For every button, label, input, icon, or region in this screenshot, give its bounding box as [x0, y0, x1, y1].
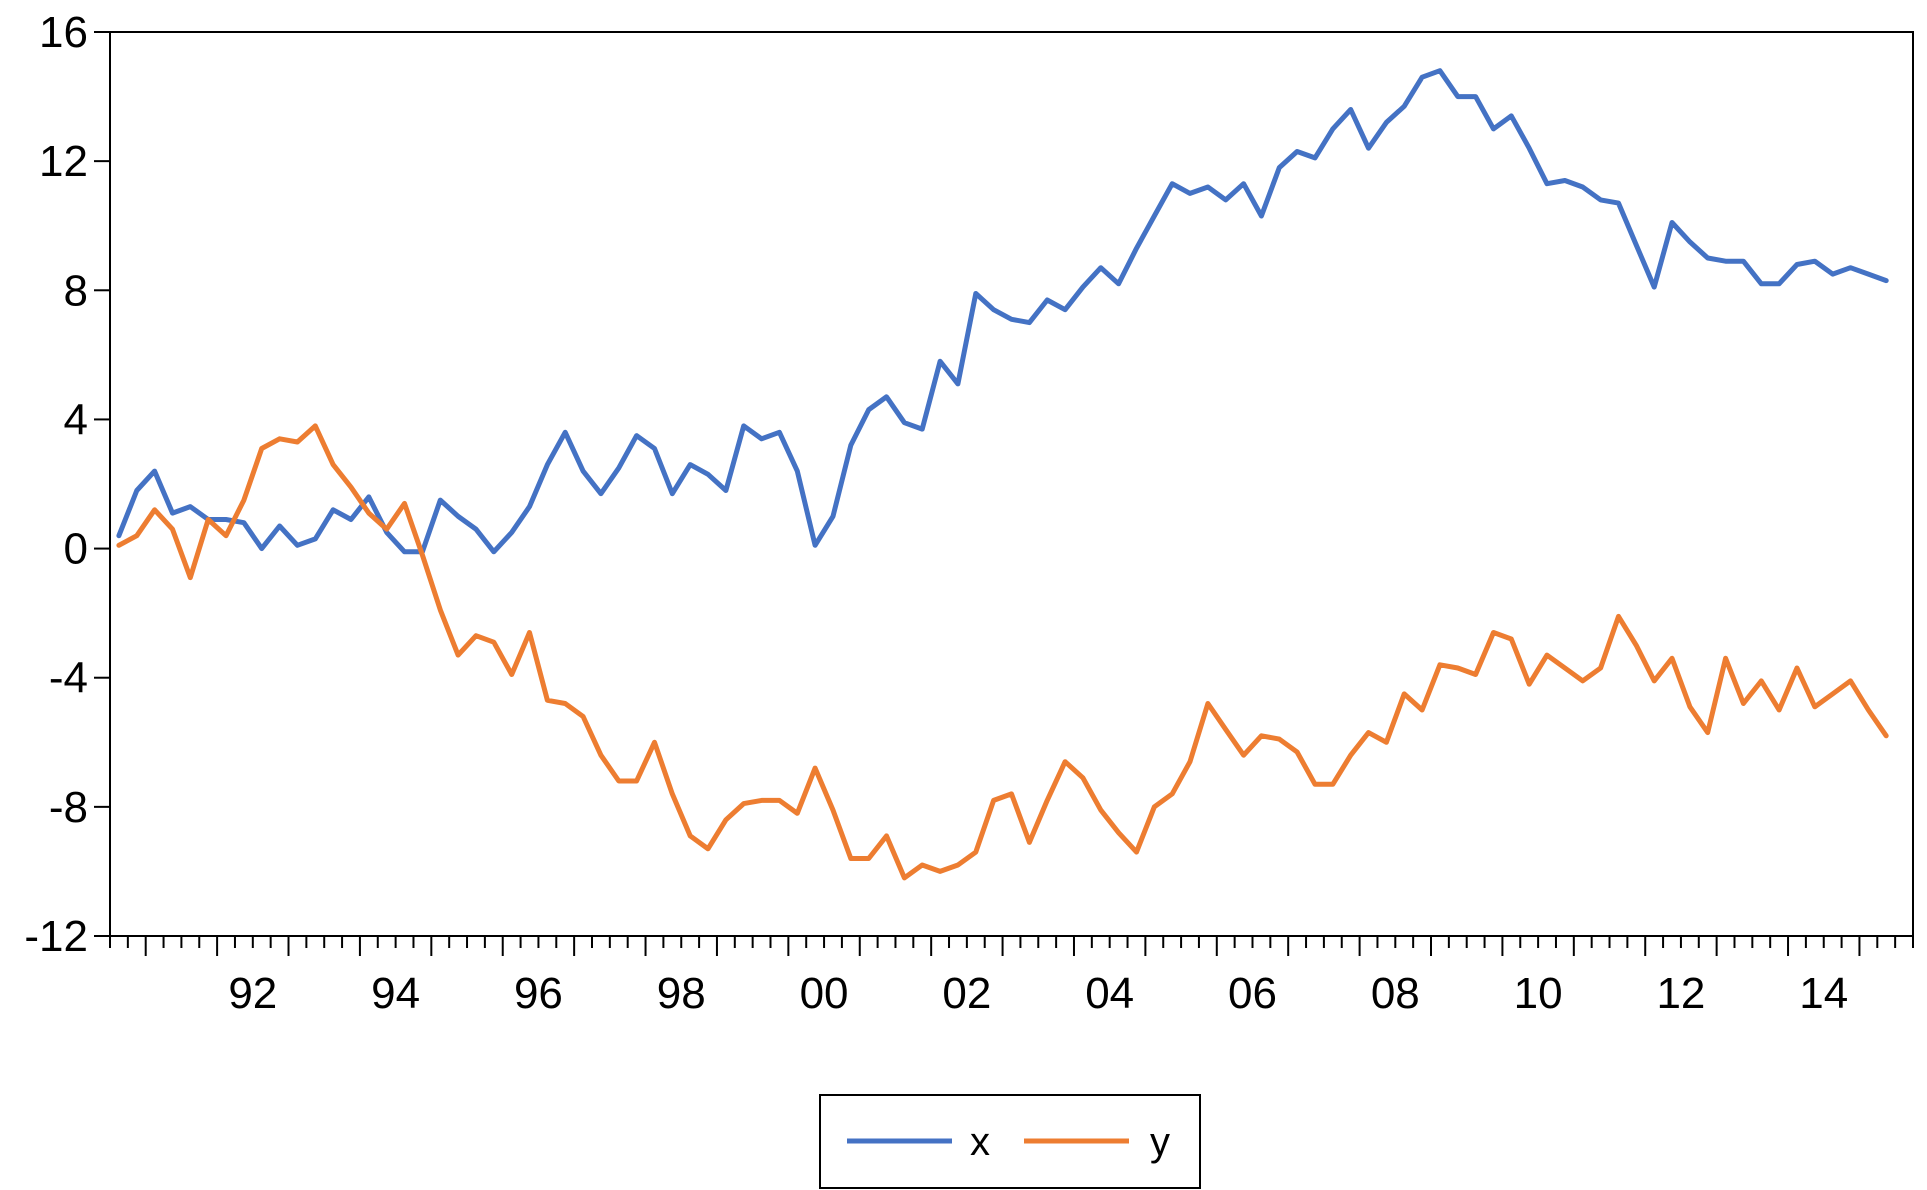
y-tick-label: 4: [64, 395, 88, 444]
legend: x y: [819, 1094, 1201, 1189]
x-tick-label: 06: [1228, 969, 1277, 1018]
x-tick-label: 14: [1799, 969, 1848, 1018]
series-layer: [116, 68, 1889, 881]
y-tick-label: -4: [49, 654, 88, 703]
legend-label-x: x: [970, 1120, 990, 1164]
x-tick-label: 94: [371, 969, 420, 1018]
y-axis: 16 12 8 4 0 -4 -8 -12: [24, 8, 110, 961]
series-line-y: [116, 423, 1889, 881]
x-tick-label: 92: [228, 969, 277, 1018]
x-tick-label: 10: [1514, 969, 1563, 1018]
x-axis: 92 94 96 98 00 02 04 06 08 10 12 14: [109, 936, 1914, 1018]
x-tick-label: 00: [800, 969, 849, 1018]
y-tick-label: 12: [39, 137, 88, 186]
y-tick-label: -8: [49, 783, 88, 832]
x-tick-label: 04: [1085, 969, 1134, 1018]
y-tick-label: -12: [24, 912, 88, 961]
legend-label-y: y: [1150, 1120, 1170, 1164]
x-tick-label: 96: [514, 969, 563, 1018]
x-tick-label: 08: [1371, 969, 1420, 1018]
series-line-x: [116, 68, 1889, 555]
x-tick-label: 02: [942, 969, 991, 1018]
y-tick-label: 8: [64, 266, 88, 315]
x-tick-label: 12: [1656, 969, 1705, 1018]
y-tick-label: 0: [64, 525, 88, 574]
y-tick-label: 16: [39, 8, 88, 57]
x-tick-label: 98: [657, 969, 706, 1018]
